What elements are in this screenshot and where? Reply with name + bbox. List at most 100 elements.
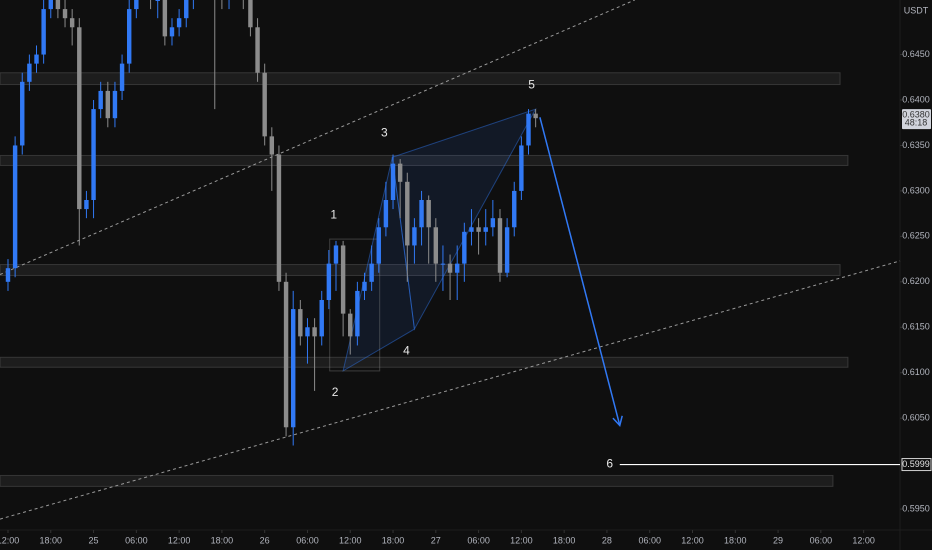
last-price-label: 0.6380 (902, 110, 930, 120)
x-tick-label: 18:00 (724, 535, 747, 545)
candle-body (5, 268, 11, 282)
candle-body (412, 227, 417, 246)
candle-body (433, 227, 439, 264)
candle-body (176, 18, 182, 28)
channel-line (0, 0, 635, 276)
candle-body (162, 0, 168, 37)
candle-body (262, 72, 267, 137)
x-tick-label: 12:00 (339, 535, 362, 545)
x-tick-label: 06:00 (467, 535, 490, 545)
target-price-label: 0.5999 (902, 459, 930, 469)
currency-label: USDT (904, 5, 929, 15)
wave-box (329, 238, 381, 372)
candle-body (169, 27, 175, 37)
candle-body (305, 327, 310, 337)
candle-body (512, 190, 517, 228)
x-tick-label: 06:00 (296, 535, 319, 545)
candle-body (126, 9, 132, 64)
x-tick-label: 12:00 (852, 535, 875, 545)
wave-area (391, 108, 537, 331)
x-tick-label: 18:00 (211, 535, 234, 545)
y-tick-label: 0.6050 (902, 413, 930, 423)
candle-body (390, 163, 396, 200)
x-tick-label: 06:00 (125, 535, 148, 545)
candle-body (119, 63, 125, 91)
x-tick-label: 12:00 (168, 535, 191, 545)
candle-body (27, 63, 32, 82)
candle-body (405, 181, 410, 246)
wave-label: 3 (381, 125, 388, 139)
candle-body (504, 227, 510, 273)
candle-body (490, 218, 496, 228)
channel-line (0, 260, 901, 520)
y-tick-label: 0.6350 (902, 140, 930, 150)
x-tick-label: 25 (89, 535, 99, 545)
candle-body (62, 9, 68, 19)
candle-body (134, 0, 139, 10)
x-tick-label: 12:00 (681, 535, 704, 545)
candle-body (369, 263, 374, 282)
candle-body (41, 9, 46, 55)
price-zone (0, 264, 841, 276)
candle-body (362, 281, 367, 291)
price-zone (0, 474, 834, 487)
candle-body (69, 18, 75, 28)
y-tick-label: 0.5950 (902, 503, 930, 513)
candle-body (298, 309, 303, 337)
x-tick-label: 28 (602, 535, 612, 545)
candle-body (397, 163, 403, 182)
candle-body (12, 145, 18, 269)
wave-label: 1 (330, 207, 337, 221)
candle-body (476, 227, 481, 232)
wave-label: 4 (403, 343, 410, 357)
y-tick-label: 0.6200 (902, 276, 930, 286)
candle-body (355, 290, 360, 337)
candle-body (526, 113, 531, 146)
candle-body (276, 154, 282, 282)
candle-body (483, 227, 488, 232)
candle-body (55, 0, 61, 10)
candle-body (91, 109, 96, 200)
x-tick-label: 18:00 (553, 535, 576, 545)
candle-body (255, 27, 260, 73)
candle-body (155, 0, 160, 1)
candle-body (376, 227, 381, 264)
candle-body (533, 113, 538, 119)
candle-body (98, 90, 103, 110)
x-tick-label: 18:00 (382, 535, 405, 545)
wave-label: 2 (332, 385, 339, 399)
candle-body (447, 263, 453, 273)
y-tick-label: 0.6100 (902, 367, 930, 377)
projection-arrow (539, 117, 621, 426)
x-tick-label: 18:00 (40, 535, 63, 545)
wave-label: 6 (606, 457, 613, 471)
candle-body (105, 90, 111, 119)
price-zone (0, 356, 849, 368)
candle-body (333, 245, 339, 264)
candle-body (77, 27, 82, 210)
candle-body (519, 145, 524, 191)
candle-body (34, 54, 39, 64)
candle-body (84, 200, 89, 210)
x-tick-label: 12:00 (0, 535, 19, 545)
candle-body (497, 218, 503, 273)
target-price-box (901, 458, 932, 472)
candle-body (419, 200, 424, 228)
wave-label: 5 (528, 77, 535, 91)
x-tick-label: 12:00 (510, 535, 533, 545)
candle-body (383, 200, 389, 228)
candle-body (462, 231, 467, 264)
x-tick-label: 06:00 (638, 535, 661, 545)
x-tick-label: 29 (773, 535, 783, 545)
y-tick-label: 0.6250 (902, 231, 930, 241)
y-tick-label: 0.6300 (902, 185, 930, 195)
candle-body (319, 300, 324, 337)
candle-body (48, 0, 53, 10)
price-zone (0, 72, 841, 86)
candle-body (426, 200, 431, 228)
candle-body (440, 263, 446, 265)
countdown-label: 48:18 (905, 118, 928, 128)
candle-body (112, 90, 118, 119)
